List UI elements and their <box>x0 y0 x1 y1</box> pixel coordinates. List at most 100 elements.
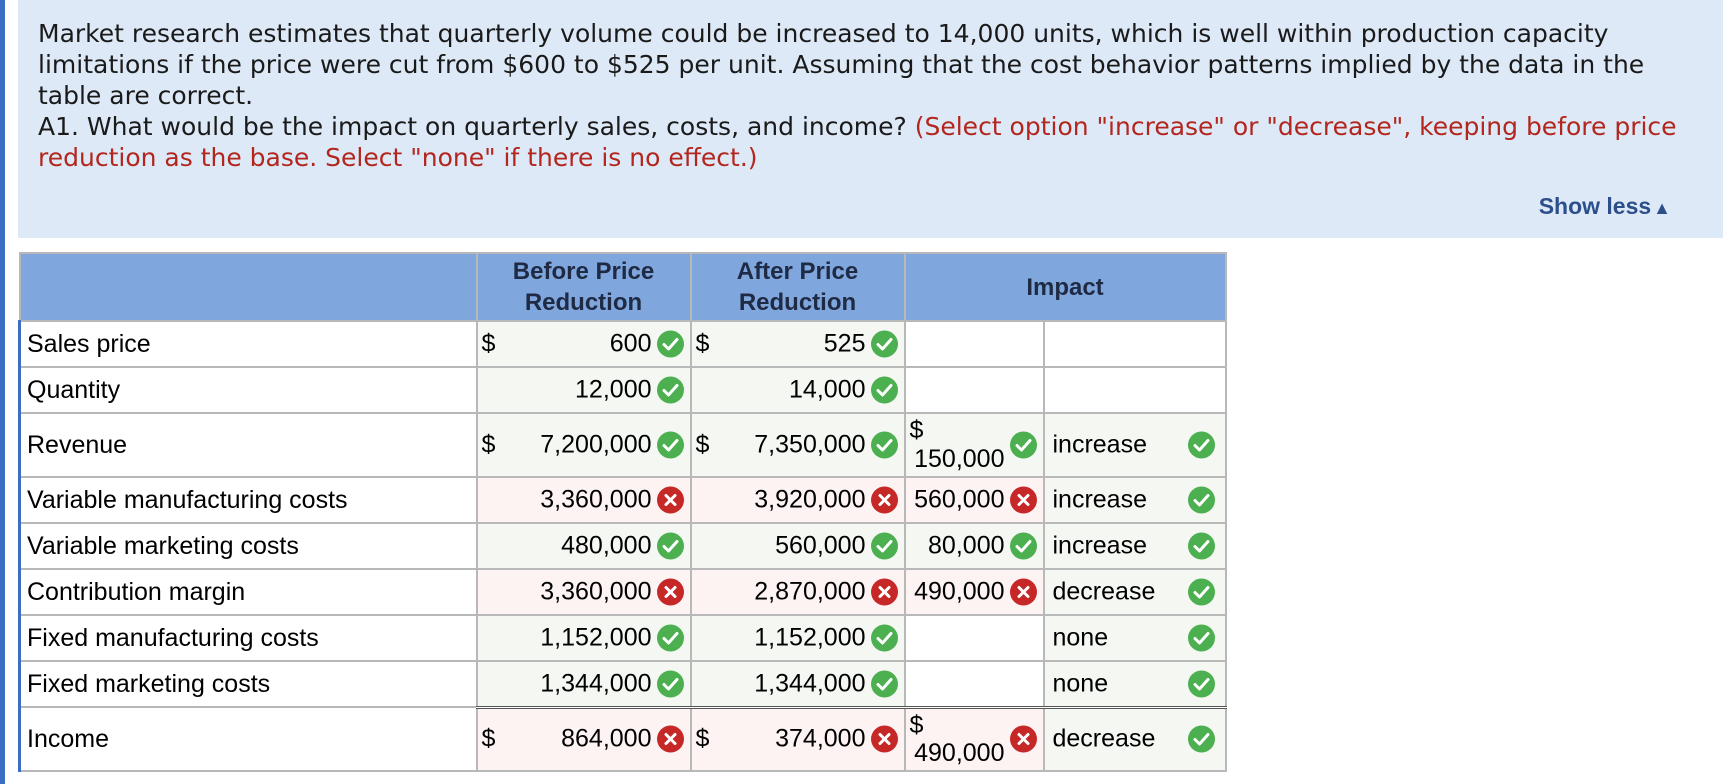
row-label: Sales price <box>18 320 478 368</box>
before-value-field[interactable]: 12,000 <box>475 366 692 414</box>
before-value-field[interactable]: 1,344,000 <box>475 660 692 708</box>
impact-direction-select[interactable]: none <box>1042 660 1227 708</box>
triangle-up-icon[interactable]: ▲ <box>1653 198 1671 218</box>
show-less-link[interactable]: Show less ▲ <box>1539 193 1671 220</box>
impact-direction-select[interactable]: decrease <box>1042 568 1227 616</box>
check-icon <box>1009 431 1037 459</box>
dollar-sign: $ <box>909 710 924 739</box>
before-value-field[interactable]: 3,360,000 <box>475 568 692 616</box>
row-label: Fixed manufacturing costs <box>18 614 478 662</box>
impact-direction-select[interactable]: none <box>1042 614 1227 662</box>
amount: 80,000 <box>928 531 1005 560</box>
after-value-field[interactable]: 560,000 <box>689 522 906 570</box>
amount: 7,200,000 <box>540 430 652 459</box>
impact-amount-field <box>903 660 1045 708</box>
after-value-field[interactable]: $7,350,000 <box>689 412 906 478</box>
impact-direction-select[interactable]: increase <box>1042 522 1227 570</box>
after-value-field[interactable]: 1,152,000 <box>689 614 906 662</box>
cross-icon <box>870 578 898 606</box>
before-value-field[interactable]: 3,360,000 <box>475 476 692 524</box>
impact-direction-select <box>1042 366 1227 414</box>
amount: 3,360,000 <box>540 485 652 514</box>
left-accent-rule <box>0 0 5 784</box>
impact-amount-field <box>903 614 1045 662</box>
impact-direction-value: increase <box>1052 430 1148 459</box>
question-paragraph: Market research estimates that quarterly… <box>38 19 1645 110</box>
cross-icon <box>656 486 684 514</box>
check-icon <box>1187 431 1215 459</box>
after-value-field[interactable]: 14,000 <box>689 366 906 414</box>
impact-direction-select[interactable]: increase <box>1042 412 1227 478</box>
amount: 560,000 <box>914 485 1005 514</box>
check-icon <box>870 330 898 358</box>
check-icon <box>870 670 898 698</box>
row-label: Fixed marketing costs <box>18 660 478 708</box>
check-icon <box>870 532 898 560</box>
check-icon <box>1187 578 1215 606</box>
table-row: Income $864,000 $374,000 $490,000 decrease <box>18 705 1227 772</box>
impact-amount-field <box>903 320 1045 368</box>
header-blank <box>18 252 478 322</box>
check-icon <box>870 431 898 459</box>
amount: 1,344,000 <box>540 669 652 698</box>
after-value-field[interactable]: 1,344,000 <box>689 660 906 708</box>
before-value-field[interactable]: 1,152,000 <box>475 614 692 662</box>
row-label: Income <box>18 706 478 772</box>
check-icon <box>656 431 684 459</box>
show-less-label[interactable]: Show less <box>1538 193 1652 219</box>
question-instruction: (Select option "increase" or "decrease",… <box>38 112 1677 172</box>
after-value-field[interactable]: $374,000 <box>689 705 906 772</box>
impact-direction-select <box>1042 320 1227 368</box>
table-row: Variable manufacturing costs 3,360,000 3,9… <box>18 476 1227 524</box>
after-value-field[interactable]: 3,920,000 <box>689 476 906 524</box>
row-label: Contribution margin <box>18 568 478 616</box>
amount: 2,870,000 <box>754 577 866 606</box>
cross-icon <box>1009 486 1037 514</box>
before-value-field[interactable]: $7,200,000 <box>475 412 692 478</box>
cross-icon <box>1009 725 1037 753</box>
impact-amount-field[interactable]: $150,000 <box>903 412 1045 478</box>
impact-direction-value: none <box>1052 623 1109 652</box>
before-value-field[interactable]: $864,000 <box>475 705 692 772</box>
amount: 374,000 <box>775 724 866 753</box>
before-value-field[interactable]: $600 <box>475 320 692 368</box>
impact-amount-field[interactable]: 80,000 <box>903 522 1045 570</box>
impact-amount-field[interactable]: 560,000 <box>903 476 1045 524</box>
amount: 1,152,000 <box>754 623 866 652</box>
check-icon <box>656 532 684 560</box>
cross-icon <box>870 725 898 753</box>
check-icon <box>1187 624 1215 652</box>
before-value-field[interactable]: 480,000 <box>475 522 692 570</box>
table-row: Fixed manufacturing costs 1,152,000 1,152,… <box>18 614 1227 662</box>
amount: 1,152,000 <box>540 623 652 652</box>
question-prompt: A1. What would be the impact on quarterl… <box>38 112 907 141</box>
amount: 490,000 <box>914 739 1005 767</box>
table-row: Revenue $7,200,000 $7,350,000 $150,000 incre… <box>18 412 1227 478</box>
impact-direction-select[interactable]: decrease <box>1042 705 1227 772</box>
impact-amount-field[interactable]: 490,000 <box>903 568 1045 616</box>
after-value-field[interactable]: 2,870,000 <box>689 568 906 616</box>
row-label: Variable marketing costs <box>18 522 478 570</box>
impact-amount-field[interactable]: $490,000 <box>903 705 1045 772</box>
row-label: Variable manufacturing costs <box>18 476 478 524</box>
dollar-sign: $ <box>481 430 496 459</box>
check-icon <box>656 670 684 698</box>
check-icon <box>1187 486 1215 514</box>
amount: 14,000 <box>789 375 866 404</box>
dollar-sign: $ <box>909 416 924 444</box>
check-icon <box>1009 532 1037 560</box>
cross-icon <box>656 578 684 606</box>
table-body: Sales price $600 $525 Quantity 12,000 14,000 R… <box>18 320 1227 772</box>
impact-direction-value: increase <box>1052 531 1148 560</box>
impact-direction-value: increase <box>1052 485 1148 514</box>
amount: 480,000 <box>561 531 652 560</box>
header-impact: Impact <box>903 252 1227 322</box>
impact-direction-value: none <box>1052 669 1109 698</box>
dollar-sign: $ <box>481 329 496 358</box>
dollar-sign: $ <box>695 430 710 459</box>
after-value-field[interactable]: $525 <box>689 320 906 368</box>
impact-direction-select[interactable]: increase <box>1042 476 1227 524</box>
cross-icon <box>870 486 898 514</box>
amount: 490,000 <box>914 577 1005 606</box>
header-before: Before Price Reduction <box>475 252 692 322</box>
